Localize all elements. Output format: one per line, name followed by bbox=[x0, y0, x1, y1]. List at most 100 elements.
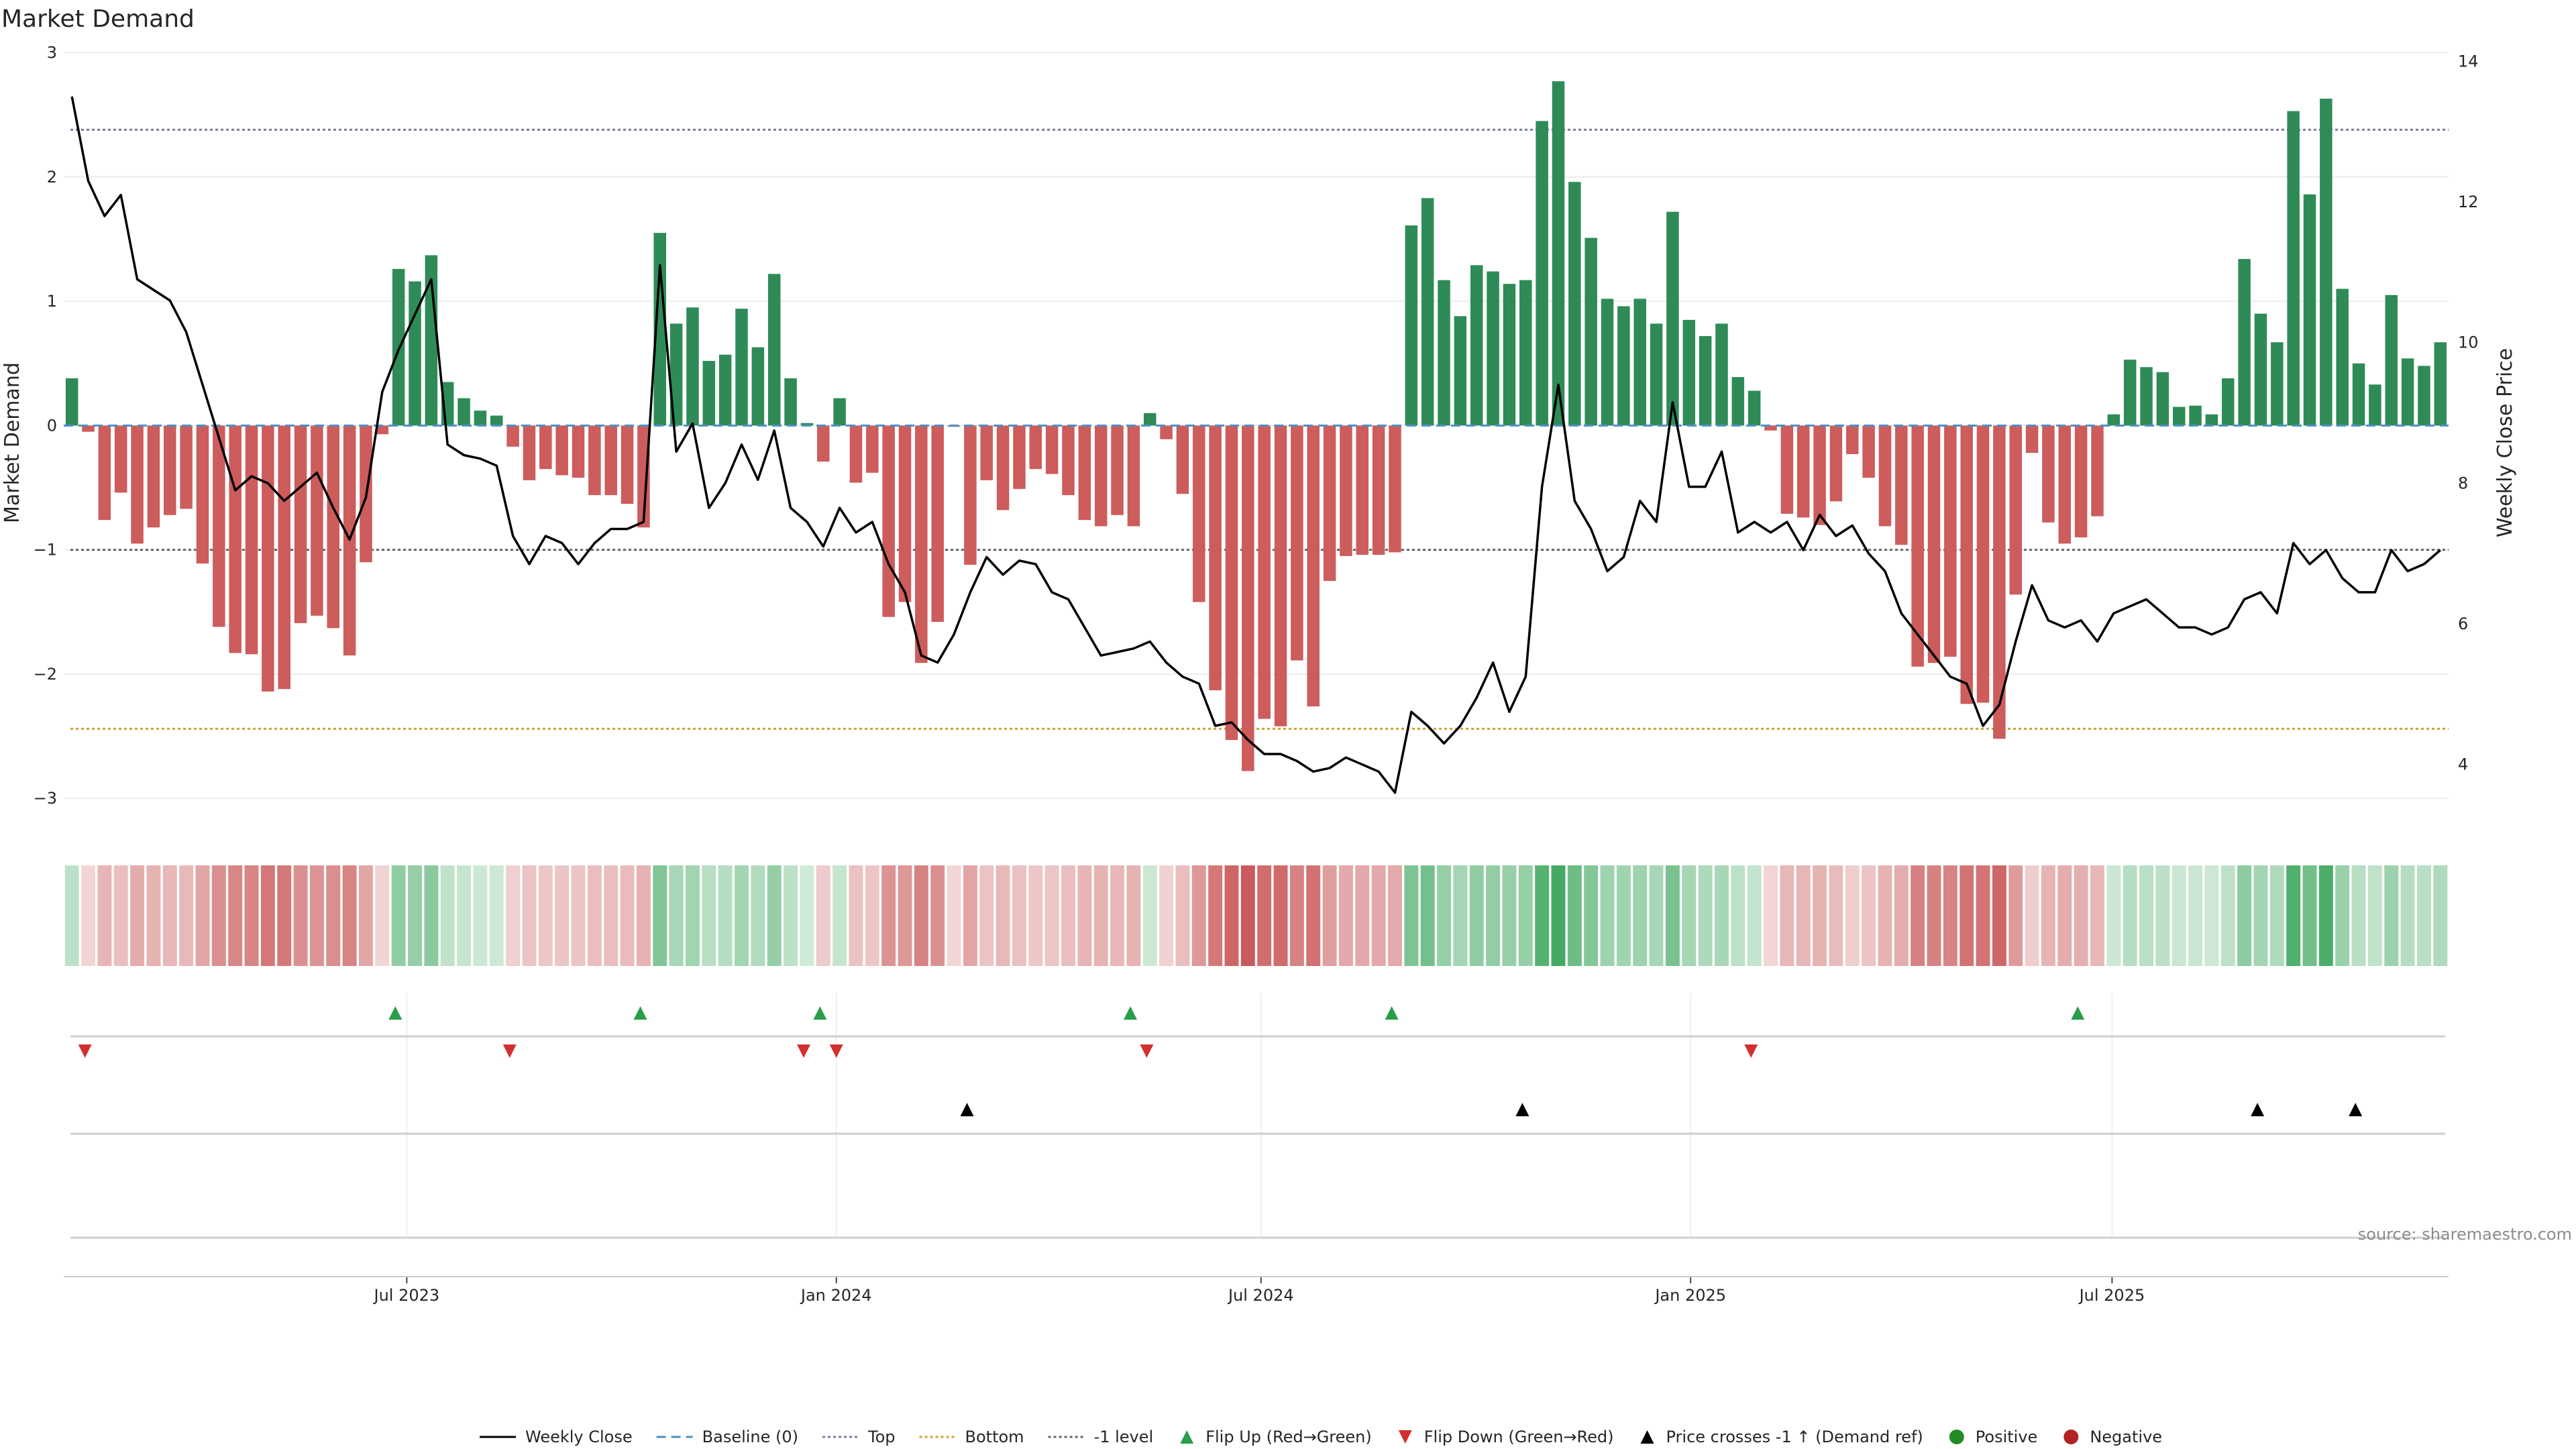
demand-bar bbox=[1111, 425, 1124, 515]
heat-cell bbox=[1208, 865, 1223, 966]
price-line-layer bbox=[70, 96, 2441, 794]
heat-cell bbox=[1551, 865, 1566, 966]
demand-bar bbox=[1078, 425, 1091, 521]
heat-cell bbox=[538, 865, 553, 966]
heat-cell bbox=[767, 865, 782, 966]
demand-bar bbox=[1585, 237, 1597, 426]
demand-bar bbox=[1209, 425, 1222, 690]
demand-bar bbox=[588, 425, 601, 496]
heat-cell bbox=[1355, 865, 1370, 966]
heat-cell bbox=[424, 865, 439, 966]
demand-bar bbox=[98, 425, 111, 521]
demand-bar bbox=[1911, 425, 1924, 667]
demand-bar bbox=[1013, 425, 1026, 489]
heat-cell bbox=[2318, 865, 2333, 966]
demand-bar bbox=[1519, 280, 1532, 426]
heat-cell bbox=[2057, 865, 2072, 966]
heat-cell bbox=[2008, 865, 2023, 966]
heat-cell bbox=[1191, 865, 1206, 966]
demand-bar bbox=[2156, 372, 2169, 426]
heat-cell bbox=[718, 865, 733, 966]
demand-bar bbox=[1470, 265, 1483, 426]
demand-bar bbox=[1127, 425, 1140, 527]
demand-bar bbox=[2058, 425, 2072, 544]
legend-swatch bbox=[2063, 1430, 2079, 1444]
demand-bars bbox=[64, 81, 2449, 771]
demand-bar bbox=[2042, 425, 2055, 523]
demand-bar bbox=[1503, 284, 1516, 426]
legend-swatch bbox=[1949, 1430, 1964, 1444]
demand-bar bbox=[604, 425, 617, 496]
heat-cell bbox=[1012, 865, 1026, 966]
heat-cell bbox=[1175, 865, 1190, 966]
demand-bar bbox=[1715, 323, 1728, 426]
demand-bar bbox=[1094, 425, 1108, 527]
heat-cell bbox=[833, 865, 847, 966]
heat-cell bbox=[326, 865, 341, 966]
demand-bar bbox=[996, 425, 1010, 511]
demand-bar bbox=[490, 415, 503, 426]
demand-bar bbox=[262, 425, 274, 692]
demand-bar bbox=[1960, 425, 1973, 704]
heat-cell bbox=[2384, 865, 2399, 966]
heat-cell bbox=[996, 865, 1010, 966]
demand-bar bbox=[1258, 425, 1271, 719]
chart-title: Market Demand bbox=[1, 5, 195, 33]
demand-bar bbox=[1242, 425, 1254, 771]
demand-bar bbox=[2369, 384, 2381, 426]
legend-label: Positive bbox=[1976, 1428, 2038, 1446]
right-axis-label: Weekly Close Price bbox=[2493, 348, 2517, 537]
heat-cell bbox=[113, 865, 128, 966]
demand-bar bbox=[1536, 121, 1548, 426]
heat-cell bbox=[81, 865, 95, 966]
demand-bar bbox=[2385, 294, 2398, 426]
flip-up-marker bbox=[1124, 1006, 1138, 1020]
demand-bar bbox=[964, 425, 977, 565]
heat-cell bbox=[506, 865, 521, 966]
legend-label: Flip Up (Red→Green) bbox=[1205, 1428, 1372, 1446]
demand-bar bbox=[2172, 407, 2186, 426]
price-cross-marker bbox=[2349, 1103, 2363, 1116]
heat-cell bbox=[2269, 865, 2284, 966]
demand-bar bbox=[506, 425, 519, 447]
left-tick-label: −1 bbox=[34, 541, 57, 559]
heat-cell bbox=[1878, 865, 1892, 966]
demand-bar bbox=[1976, 425, 1990, 703]
heat-cell bbox=[146, 865, 161, 966]
legend-label: Flip Down (Green→Red) bbox=[1424, 1428, 1614, 1446]
heat-cell bbox=[620, 865, 635, 966]
heat-cell bbox=[1747, 865, 1762, 966]
left-axis-label: Market Demand bbox=[1, 362, 24, 523]
demand-bar bbox=[2320, 99, 2332, 426]
heat-cell bbox=[2220, 865, 2235, 966]
heat-cell bbox=[228, 865, 243, 966]
x-tick-label: Jul 2025 bbox=[2078, 1286, 2145, 1305]
demand-bar bbox=[1274, 425, 1287, 727]
heat-cell bbox=[1698, 865, 1713, 966]
heat-cell bbox=[669, 865, 684, 966]
heat-cell bbox=[1616, 865, 1631, 966]
demand-bar bbox=[180, 425, 193, 509]
heat-cell bbox=[1518, 865, 1533, 966]
left-tick-label: 2 bbox=[47, 168, 57, 186]
demand-bar bbox=[866, 425, 879, 473]
heat-cell bbox=[1976, 865, 1990, 966]
heat-cell bbox=[1273, 865, 1288, 966]
right-tick-label: 14 bbox=[2458, 52, 2479, 70]
heat-cell bbox=[1780, 865, 1794, 966]
demand-bar bbox=[1682, 319, 1696, 426]
heat-cell bbox=[1077, 865, 1092, 966]
flip-up-marker bbox=[1385, 1006, 1399, 1020]
heat-cell bbox=[1126, 865, 1141, 966]
heat-cell bbox=[1829, 865, 1843, 966]
heat-cell bbox=[130, 865, 145, 966]
flip-down-marker bbox=[78, 1044, 92, 1058]
heat-cell bbox=[1567, 865, 1582, 966]
legend-label: Baseline (0) bbox=[702, 1428, 798, 1446]
demand-bar bbox=[931, 425, 944, 623]
heat-cell bbox=[685, 865, 700, 966]
demand-bar bbox=[621, 425, 634, 504]
heat-cell bbox=[587, 865, 602, 966]
legend-swatch bbox=[1180, 1430, 1194, 1444]
demand-bar bbox=[1405, 225, 1418, 426]
